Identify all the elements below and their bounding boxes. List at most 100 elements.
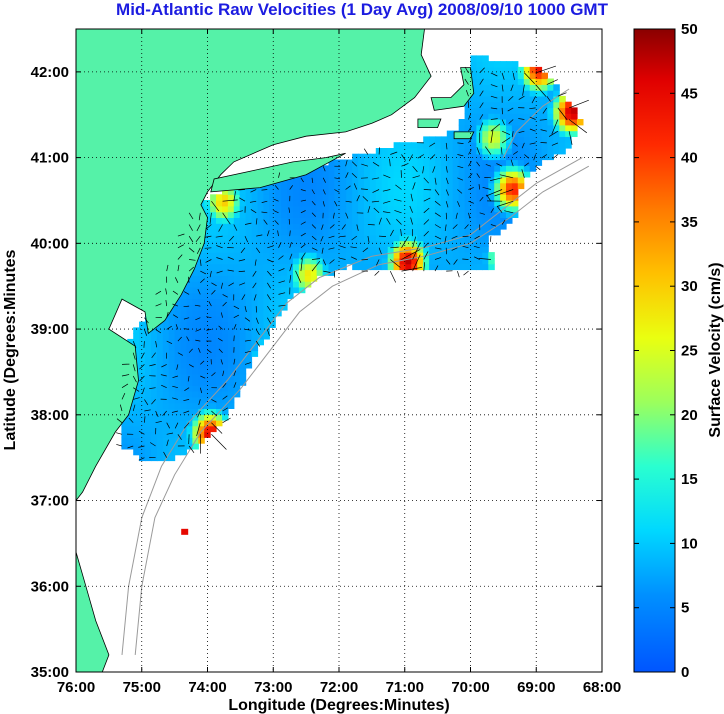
velocity-cell bbox=[239, 194, 247, 201]
velocity-vector bbox=[227, 269, 234, 272]
velocity-cell bbox=[494, 130, 501, 137]
velocity-cell bbox=[417, 142, 424, 149]
velocity-cell bbox=[227, 188, 235, 195]
velocity-cell bbox=[156, 414, 164, 421]
velocity-vector bbox=[198, 347, 201, 353]
velocity-cell bbox=[316, 263, 324, 271]
velocity-vector bbox=[288, 207, 291, 213]
velocity-cell bbox=[375, 194, 383, 201]
velocity-vector bbox=[345, 212, 349, 219]
velocity-cell bbox=[511, 136, 519, 143]
velocity-cell bbox=[464, 246, 472, 253]
velocity-cell bbox=[245, 217, 253, 224]
velocity-cell bbox=[233, 275, 241, 282]
velocity-cell bbox=[482, 66, 489, 74]
velocity-cell bbox=[352, 240, 359, 247]
velocity-cell bbox=[298, 269, 306, 276]
velocity-cell bbox=[500, 78, 507, 85]
velocity-cell bbox=[204, 292, 211, 299]
velocity-cell bbox=[156, 333, 164, 340]
velocity-vector bbox=[189, 259, 196, 261]
velocity-cell bbox=[541, 148, 548, 155]
velocity-vector bbox=[457, 201, 461, 207]
velocity-cell bbox=[511, 78, 519, 85]
velocity-cell bbox=[210, 246, 217, 253]
velocity-cell bbox=[511, 142, 519, 149]
velocity-cell bbox=[565, 107, 572, 114]
velocity-cell bbox=[192, 298, 199, 305]
velocity-vector bbox=[479, 90, 484, 97]
velocity-cell bbox=[322, 200, 330, 207]
velocity-cell bbox=[310, 182, 318, 190]
velocity-cell bbox=[186, 281, 193, 288]
velocity-cell bbox=[216, 402, 223, 409]
velocity-cell bbox=[275, 252, 282, 259]
velocity-cell bbox=[381, 205, 389, 213]
velocity-cell bbox=[411, 176, 418, 184]
velocity-cell bbox=[423, 148, 430, 155]
velocity-cell bbox=[506, 90, 513, 97]
velocity-cell bbox=[435, 263, 442, 271]
velocity-vector bbox=[172, 303, 179, 307]
velocity-cell bbox=[233, 223, 241, 230]
velocity-vector bbox=[278, 255, 284, 260]
velocity-vector bbox=[394, 210, 402, 214]
velocity-cell bbox=[139, 379, 146, 386]
velocity-cell bbox=[340, 246, 347, 253]
velocity-cell bbox=[553, 142, 560, 149]
velocity-cell bbox=[251, 234, 259, 242]
velocity-cell bbox=[133, 402, 140, 409]
velocity-cell bbox=[239, 379, 247, 386]
velocity-cell bbox=[535, 72, 543, 80]
velocity-vector bbox=[464, 78, 469, 85]
velocity-cell bbox=[174, 408, 182, 415]
velocity-vector bbox=[161, 384, 167, 389]
velocity-cell bbox=[322, 223, 330, 230]
velocity-cell bbox=[293, 194, 300, 201]
velocity-cell bbox=[180, 408, 187, 415]
velocity-vector bbox=[165, 288, 168, 295]
velocity-cell bbox=[559, 107, 566, 114]
velocity-cell bbox=[263, 286, 270, 294]
velocity-vector bbox=[197, 410, 201, 418]
velocity-cell bbox=[541, 142, 548, 149]
velocity-cell bbox=[334, 176, 341, 184]
velocity-cell bbox=[393, 223, 401, 230]
velocity-vector bbox=[311, 200, 316, 206]
velocity-cell bbox=[239, 321, 247, 328]
map-title: Mid-Atlantic Raw Velocities (1 Day Avg) … bbox=[116, 0, 608, 19]
velocity-cell bbox=[316, 240, 324, 247]
velocity-cell bbox=[275, 188, 282, 195]
velocity-cell bbox=[458, 223, 466, 230]
velocity-cell bbox=[257, 217, 264, 224]
velocity-cell bbox=[293, 205, 300, 213]
velocity-cell bbox=[210, 373, 217, 380]
velocity-vector bbox=[161, 364, 167, 368]
velocity-cell bbox=[541, 78, 548, 85]
velocity-vector bbox=[434, 257, 442, 260]
velocity-cell bbox=[239, 263, 247, 271]
velocity-cell bbox=[133, 448, 140, 456]
velocity-cell bbox=[316, 229, 324, 236]
velocity-cell bbox=[352, 223, 359, 230]
velocity-cell bbox=[227, 217, 235, 224]
velocity-cell bbox=[387, 194, 395, 201]
velocity-cell bbox=[446, 176, 454, 184]
velocity-cell bbox=[204, 425, 211, 433]
velocity-cell bbox=[275, 200, 282, 207]
velocity-cell bbox=[287, 281, 294, 288]
velocity-cell bbox=[369, 252, 377, 259]
velocity-cell bbox=[204, 396, 211, 404]
velocity-cell bbox=[393, 246, 401, 253]
velocity-cell bbox=[446, 142, 454, 149]
velocity-cell bbox=[227, 234, 235, 242]
velocity-cell bbox=[405, 148, 412, 155]
velocity-cell bbox=[517, 142, 525, 149]
velocity-vector bbox=[378, 217, 382, 225]
velocity-cell bbox=[405, 234, 412, 242]
velocity-cell bbox=[417, 263, 424, 271]
velocity-cell bbox=[222, 223, 229, 230]
velocity-vector bbox=[453, 259, 458, 265]
velocity-cell bbox=[494, 124, 501, 132]
velocity-cell bbox=[476, 200, 483, 207]
